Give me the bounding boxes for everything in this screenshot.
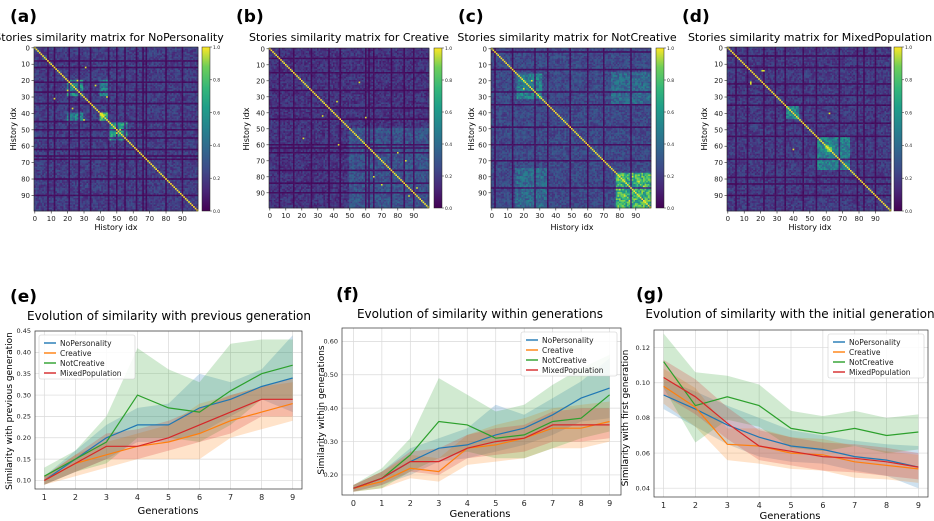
heatmap-cells — [34, 47, 198, 211]
panel-label-e: (e) — [10, 287, 37, 307]
panel-label-d: (d) — [682, 7, 710, 27]
panel-label-a: (a) — [10, 7, 37, 27]
heatmap-title: Stories similarity matrix for NoPersonal… — [0, 31, 224, 44]
figure-canvas: (a) (b) (c) (d) (e) (f) (g) Stories simi… — [0, 0, 934, 521]
heatmap-panel-a: Stories similarity matrix for NoPersonal… — [0, 31, 224, 232]
panel-label-c: (c) — [458, 7, 484, 27]
panel-label-f: (f) — [336, 285, 359, 305]
panel-label-b: (b) — [236, 7, 264, 27]
panel-label-g: (g) — [636, 285, 664, 305]
